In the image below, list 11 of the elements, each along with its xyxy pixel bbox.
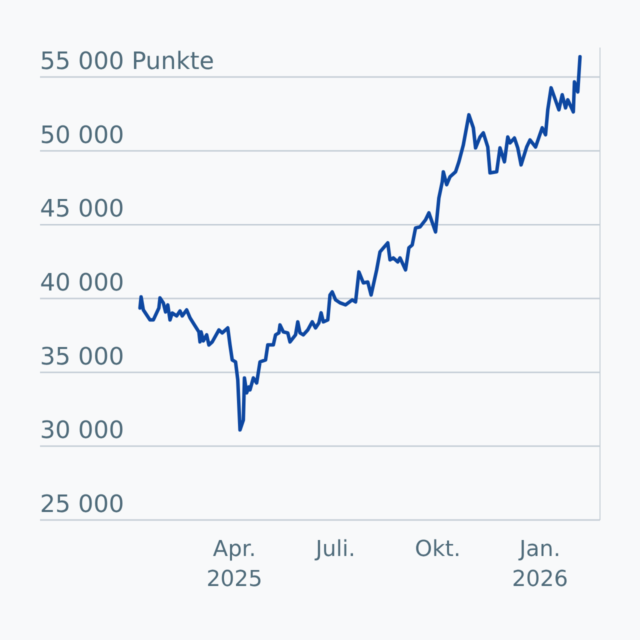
x-tick-label: Apr. 2025: [206, 537, 262, 592]
y-tick-label: 30 000: [40, 416, 124, 444]
y-tick-label: 25 000: [40, 490, 124, 518]
y-tick-label: 55 000 Punkte: [40, 47, 214, 76]
x-tick-label: Jan. 2026: [512, 537, 568, 592]
y-tick-label: 35 000: [40, 342, 124, 370]
y-tick-label: 50 000: [40, 120, 124, 149]
y-tick-label: 45 000: [40, 194, 124, 223]
x-tick-label: Juli.: [314, 537, 356, 562]
x-tick-label: Okt.: [414, 537, 461, 562]
y-tick-label: 40 000: [40, 268, 124, 297]
